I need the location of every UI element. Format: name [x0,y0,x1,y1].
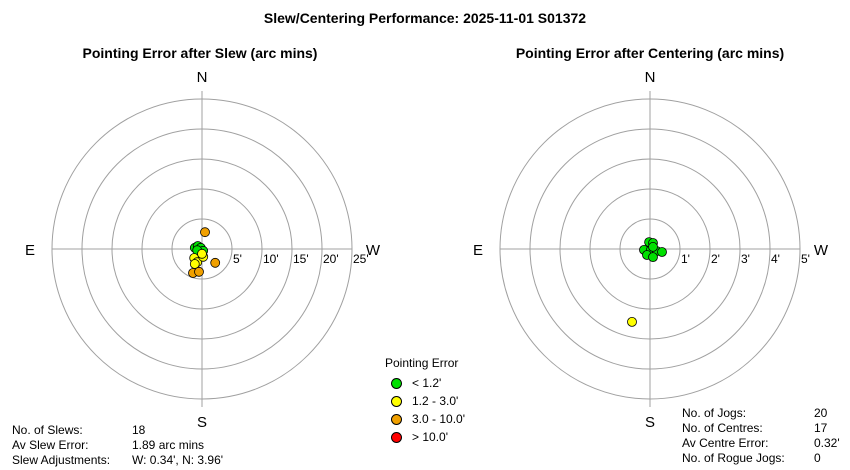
stat-label: Av Centre Error: [682,436,769,450]
stat-label: Av Slew Error: [12,438,89,452]
slew-stats: No. of Slews: 18 Av Slew Error: 1.89 arc m… [12,423,223,468]
legend-label: 1.2 - 3.0' [412,394,459,408]
ring-label: 15' [293,252,309,266]
stat-label: No. of Slews: [12,423,83,437]
direction-label-w: W [366,242,381,259]
stat-label: Slew Adjustments: [12,453,111,467]
ring-label: 25' [353,252,369,266]
ring-label: 1' [681,252,690,266]
legend: Pointing Error < 1.2' 1.2 - 3.0' 3.0 - 1… [385,356,465,446]
legend-swatch [391,395,402,407]
data-point [627,316,637,327]
centering-plot-title: Pointing Error after Centering (arc mins… [515,45,785,61]
data-point [210,257,221,268]
stat-value: W: 0.34', N: 3.96' [132,453,224,467]
data-point [648,241,658,252]
data-point [197,248,207,259]
stat-value: 20 [814,406,828,420]
legend-item: 3.0 - 10.0' [385,410,465,428]
ring-label: 5' [233,252,242,266]
chart-title: Slew/Centering Performance: 2025-11-01 S… [263,10,587,26]
legend-swatch [391,377,402,389]
slew-plot-title: Pointing Error after Slew (arc mins) [82,45,318,61]
centre-stats: No. of Jogs: 20 No. of Centres: 17 Av Cent… [682,406,840,466]
ring-label: 2' [711,252,720,266]
stat-value: 0.32' [814,436,840,450]
ring-label: 4' [771,252,780,266]
stat-label: No. of Centres: [682,421,763,435]
legend-item: > 10.0' [385,428,465,446]
direction-label-s: S [197,414,207,431]
direction-label-s: S [645,414,655,431]
direction-label-e: E [473,242,483,259]
direction-label-w: W [814,242,829,259]
data-point [194,266,204,277]
legend-item: < 1.2' [385,374,465,392]
direction-label-e: E [25,242,35,259]
legend-swatch [391,431,402,443]
data-point [657,247,667,257]
ring-label: 5' [801,252,810,266]
stat-value: 18 [132,423,146,437]
legend-label: < 1.2' [412,376,442,390]
legend-label: > 10.0' [412,430,448,444]
stat-value: 1.89 arc mins [132,438,205,452]
stat-label: No. of Jogs: [682,406,747,420]
legend-swatch [391,413,402,425]
ring-label: 10' [263,252,279,266]
direction-label-n: N [197,69,208,86]
direction-label-n: N [645,69,656,86]
legend-label: 3.0 - 10.0' [412,412,465,426]
ring-label: 3' [741,252,750,266]
stat-value: 17 [814,421,828,435]
ring-label: 20' [323,252,339,266]
legend-title: Pointing Error [385,356,459,370]
stat-label: No. of Rogue Jogs: [682,451,785,465]
stat-value: 0 [814,451,821,465]
data-point [648,252,658,263]
data-point [200,227,210,238]
legend-item: 1.2 - 3.0' [385,392,465,410]
